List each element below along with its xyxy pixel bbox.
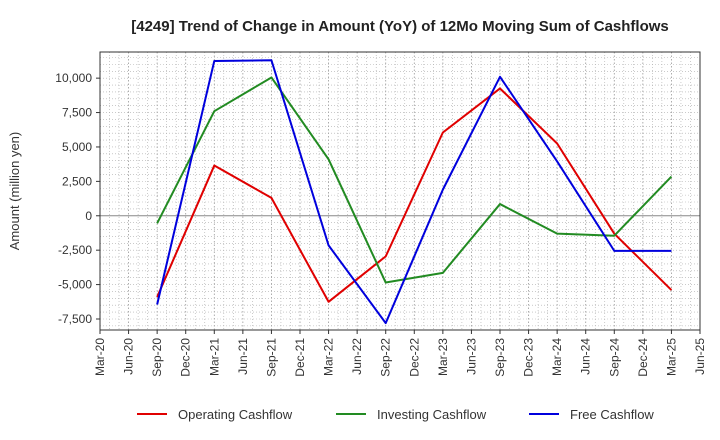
legend-label: Operating Cashflow: [178, 407, 293, 422]
legend-label: Investing Cashflow: [377, 407, 487, 422]
series-line-investing-cashflow: [156, 76, 673, 284]
y-tick-label: 2,500: [62, 174, 92, 188]
x-tick-label: Mar-23: [436, 338, 450, 376]
x-axis-ticks: Mar-20 Jun-20 Sep-20 Dec-20 Mar-21 Jun-21 Sep-…: [93, 330, 707, 377]
x-tick-label: Dec-21: [293, 338, 307, 377]
y-axis-ticks: -7,500 -5,000 -2,500 0 2,500 5,000 7,500 10,000: [55, 71, 100, 326]
x-tick-label: Dec-23: [522, 338, 536, 377]
x-tick-label: Jun-24: [579, 338, 593, 375]
y-tick-label: -7,500: [58, 312, 92, 326]
x-tick-label: Mar-21: [207, 338, 221, 376]
x-tick-label: Dec-24: [636, 338, 650, 377]
series-line-free-cashflow: [156, 59, 672, 325]
x-tick-label: Jun-23: [464, 338, 478, 375]
chart-title: [4249] Trend of Change in Amount (YoY) o…: [131, 18, 669, 35]
y-tick-label: 10,000: [55, 71, 92, 85]
x-tick-label: Sep-21: [264, 338, 278, 377]
x-tick-label: Jun-22: [350, 338, 364, 375]
series-line-operating-cashflow: [156, 87, 673, 303]
x-tick-label: Sep-22: [379, 338, 393, 377]
x-tick-label: Mar-24: [550, 338, 564, 376]
x-tick-label: Jun-20: [122, 338, 136, 375]
plot-frame: [99, 51, 701, 331]
y-tick-label: -2,500: [58, 243, 92, 257]
x-tick-label: Sep-24: [607, 338, 621, 377]
legend-label: Free Cashflow: [570, 407, 654, 422]
x-tick-label: Mar-25: [664, 338, 678, 376]
y-tick-label: 0: [85, 209, 92, 223]
x-tick-label: Jun-25: [693, 338, 707, 375]
x-tick-label: Mar-20: [93, 338, 107, 376]
x-tick-label: Dec-20: [179, 338, 193, 377]
x-tick-label: Sep-23: [493, 338, 507, 377]
x-tick-label: Mar-22: [322, 338, 336, 376]
series-lines: [156, 59, 673, 325]
y-axis-label: Amount (million yen): [7, 132, 22, 251]
legend: Operating Cashflow Investing Cashflow Free…: [137, 407, 654, 422]
x-tick-label: Sep-20: [150, 338, 164, 377]
y-tick-label: -5,000: [58, 278, 92, 292]
y-tick-label: 5,000: [62, 140, 92, 154]
plot-area: [100, 52, 700, 330]
grid-lines: [99, 52, 701, 330]
y-tick-label: 7,500: [62, 106, 92, 120]
x-tick-label: Jun-21: [236, 338, 250, 375]
x-tick-label: Dec-22: [407, 338, 421, 377]
